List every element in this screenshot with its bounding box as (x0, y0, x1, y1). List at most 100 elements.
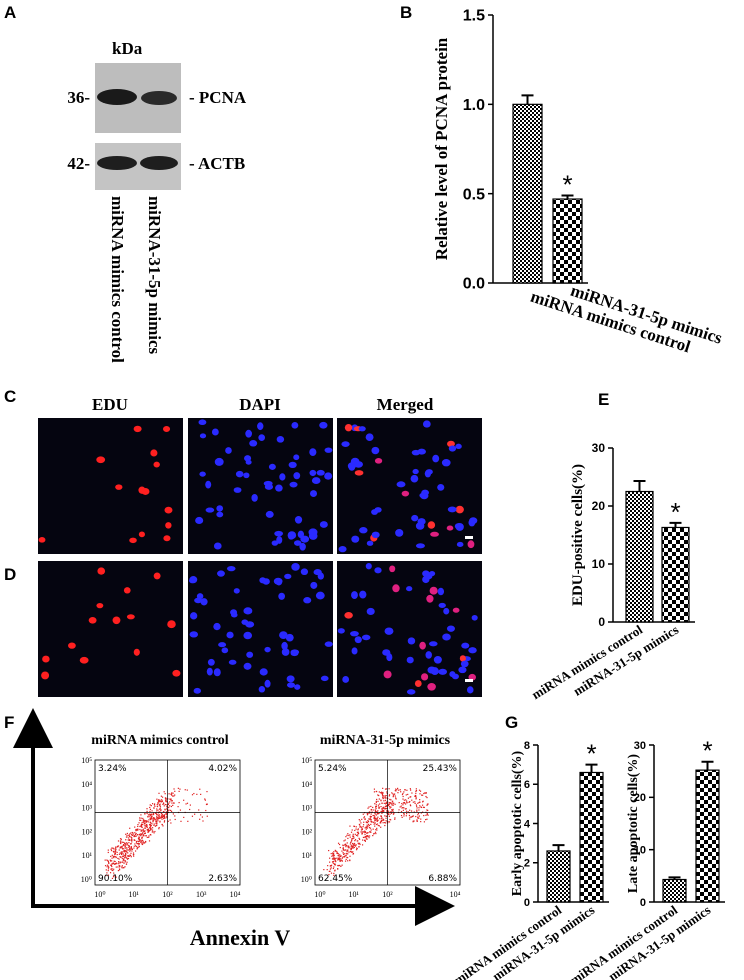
nucleus (410, 474, 419, 483)
event-dot (107, 868, 110, 870)
event-dot (133, 835, 135, 837)
event-dot (346, 856, 348, 859)
event-dot (164, 817, 166, 819)
event-dot (364, 832, 366, 834)
event-dot (382, 797, 384, 799)
event-dot (333, 864, 336, 866)
event-dot (336, 852, 338, 855)
event-dot (399, 806, 401, 808)
nucleus (371, 509, 378, 515)
event-dot (358, 837, 360, 839)
nucleus (411, 514, 419, 522)
event-dot (375, 819, 377, 821)
event-dot (171, 792, 173, 794)
event-dot (354, 833, 356, 835)
event-dot (337, 858, 339, 860)
event-dot (363, 817, 365, 819)
event-dot (352, 853, 354, 855)
event-dot (350, 840, 353, 842)
event-dot (187, 820, 189, 822)
nucleus (199, 471, 206, 477)
event-dot (340, 855, 342, 857)
event-dot (378, 791, 380, 793)
nucleus (374, 567, 382, 574)
event-dot (137, 825, 139, 828)
event-dot (351, 842, 354, 845)
nucleus (126, 614, 135, 620)
event-dot (149, 833, 151, 836)
event-dot (362, 824, 365, 826)
event-dot (130, 846, 132, 848)
event-dot (114, 853, 116, 855)
event-dot (174, 794, 176, 796)
event-dot (159, 817, 161, 820)
event-dot (388, 788, 390, 790)
nucleus (299, 542, 306, 551)
nucleus (68, 642, 76, 649)
nucleus (233, 487, 242, 493)
quadrant-percent: 62.45% (318, 874, 353, 884)
event-dot (149, 821, 152, 823)
nucleus (213, 542, 222, 550)
event-dot (152, 818, 155, 820)
x-tick-label: 10² (382, 890, 393, 899)
event-dot (369, 831, 372, 833)
event-dot (164, 803, 166, 806)
event-dot (370, 805, 372, 808)
event-dot (120, 853, 123, 856)
event-dot (109, 872, 112, 874)
event-dot (382, 810, 384, 812)
event-dot (111, 860, 113, 862)
event-dot (147, 829, 149, 831)
nucleus (315, 591, 325, 600)
event-dot (160, 814, 163, 816)
event-dot (411, 792, 413, 794)
event-dot (135, 832, 137, 835)
nucleus (133, 648, 140, 656)
event-dot (359, 842, 361, 844)
event-dot (349, 836, 351, 838)
event-dot (147, 816, 149, 818)
event-dot (189, 808, 191, 811)
event-dot (376, 818, 378, 821)
event-dot (386, 812, 388, 815)
nucleus (438, 602, 446, 608)
y-tick-label: 30 (634, 740, 646, 752)
event-dot (117, 869, 120, 872)
event-dot (200, 793, 202, 795)
nucleus (441, 459, 451, 467)
event-dot (120, 842, 122, 845)
event-dot (137, 843, 139, 845)
event-dot (120, 840, 122, 842)
y-axis-label: EDU-positive cells(%) (570, 464, 586, 606)
event-dot (140, 823, 143, 825)
event-dot (354, 840, 356, 842)
event-dot (367, 823, 370, 825)
nucleus (348, 463, 356, 471)
event-dot (126, 851, 128, 853)
nucleus (264, 679, 271, 688)
event-dot (356, 847, 358, 849)
event-dot (331, 855, 333, 857)
event-dot (365, 828, 367, 830)
nucleus (437, 483, 445, 491)
error-bar (552, 844, 565, 851)
event-dot (376, 823, 379, 825)
event-dot (137, 846, 139, 848)
event-dot (121, 857, 123, 859)
nucleus (273, 577, 283, 585)
event-dot (380, 810, 382, 813)
event-dot (131, 841, 133, 843)
y-axis-label: Late apoptotic cells(%) (626, 754, 641, 894)
event-dot (168, 809, 170, 811)
nucleus (407, 637, 416, 645)
event-dot (380, 815, 382, 817)
event-dot (156, 808, 158, 810)
event-dot (110, 868, 112, 870)
event-dot (362, 831, 364, 833)
nucleus (309, 448, 317, 456)
nucleus (225, 447, 232, 454)
event-dot (389, 798, 391, 801)
event-dot (337, 868, 339, 870)
event-dot (112, 875, 115, 877)
